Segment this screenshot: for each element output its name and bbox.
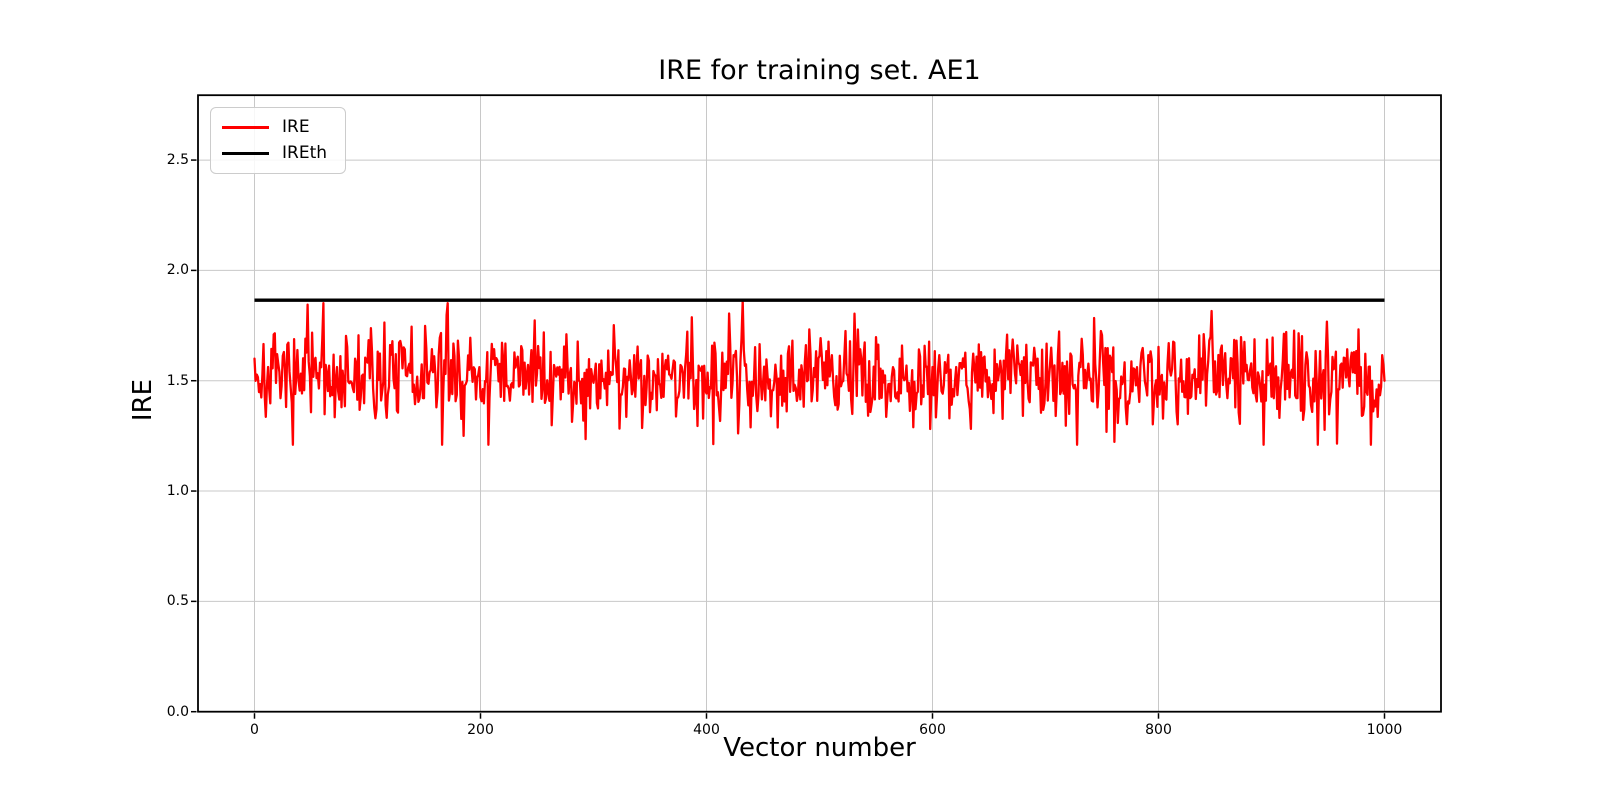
legend-line-ireth-swatch [222,152,269,155]
legend-label-ireth: IREth [282,143,328,163]
legend: IRE IREth [210,107,346,174]
y-tick-label: 2.5 [166,152,189,169]
y-tick-label: 2.0 [166,262,189,279]
legend-item-ire: IRE [222,119,334,136]
x-tick-label: 400 [693,721,720,738]
ire-series-line [253,299,1386,446]
x-tick-label: 0 [250,721,259,738]
legend-item-ireth: IREth [222,145,334,162]
legend-label-ire: IRE [282,117,310,137]
y-tick-label: 0.0 [166,703,189,720]
y-tick-label: 0.5 [166,593,189,610]
x-tick-label: 600 [919,721,946,738]
plot-spines [197,94,1442,713]
x-axis-label: Vector number [723,733,916,763]
legend-line-ire-swatch [222,126,269,129]
y-tick-label: 1.5 [166,372,189,389]
x-tick-label: 1000 [1366,721,1403,738]
x-tick-label: 200 [467,721,494,738]
x-tick-label: 800 [1145,721,1172,738]
y-tick-label: 1.0 [166,483,189,500]
chart-title: IRE for training set. AE1 [658,55,981,86]
